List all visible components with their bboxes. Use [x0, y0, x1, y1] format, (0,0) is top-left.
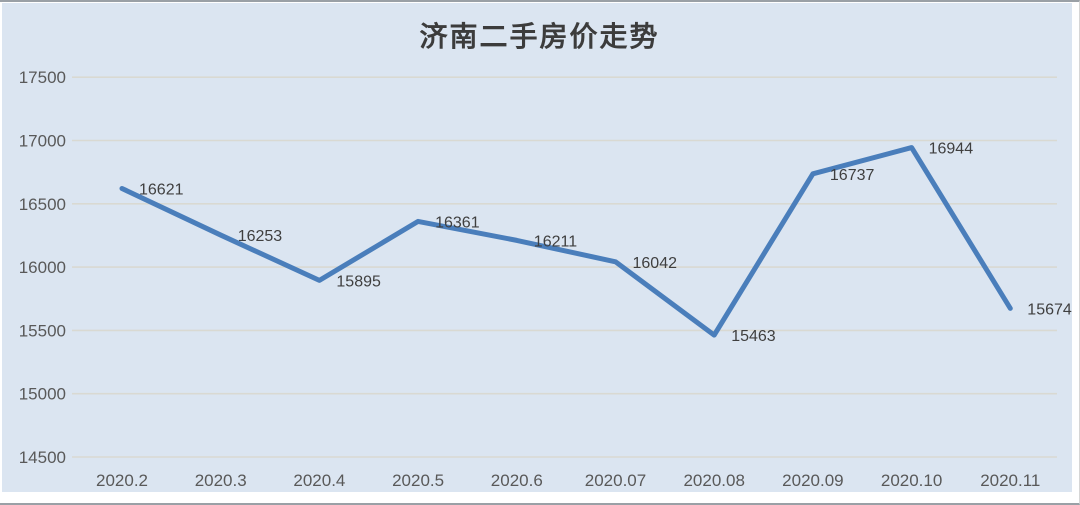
x-axis-tick-label: 2020.10: [881, 471, 942, 490]
x-axis-tick-label: 2020.4: [293, 471, 345, 490]
y-axis-tick-label: 15000: [19, 385, 66, 404]
data-point-label: 15895: [336, 273, 381, 290]
y-axis-tick-label: 17000: [19, 132, 66, 151]
x-axis-tick-label: 2020.5: [392, 471, 444, 490]
x-axis-tick-label: 2020.2: [96, 471, 148, 490]
y-axis-tick-label: 16000: [19, 258, 66, 277]
x-axis-tick-label: 2020.07: [585, 471, 646, 490]
data-point-label: 16944: [929, 141, 974, 158]
data-point-label: 16042: [633, 255, 678, 272]
x-axis-tick-label: 2020.09: [782, 471, 843, 490]
data-point-label: 15674: [1027, 301, 1072, 318]
x-axis-tick-label: 2020.3: [195, 471, 247, 490]
chart-plot-area: [2, 3, 1072, 492]
price-trend-line: [119, 145, 1013, 338]
x-axis-tick-label: 2020.08: [683, 471, 744, 490]
x-axis-tick-label: 2020.11: [980, 471, 1040, 490]
data-point-label: 16361: [435, 214, 480, 231]
y-axis-tick-label: 17500: [19, 68, 66, 87]
data-point-label: 16621: [139, 181, 184, 198]
y-axis-tick-label: 16500: [19, 195, 66, 214]
x-axis-tick-label: 2020.6: [491, 471, 543, 490]
chart-title: 济南二手房价走势: [419, 22, 660, 53]
y-axis-tick-label: 15500: [19, 321, 66, 340]
data-point-label: 16737: [830, 167, 875, 184]
data-point-label: 15463: [731, 328, 776, 345]
data-point-label: 16253: [238, 228, 283, 245]
y-axis-tick-label: 14500: [19, 448, 66, 467]
data-point-label: 16211: [534, 233, 577, 250]
